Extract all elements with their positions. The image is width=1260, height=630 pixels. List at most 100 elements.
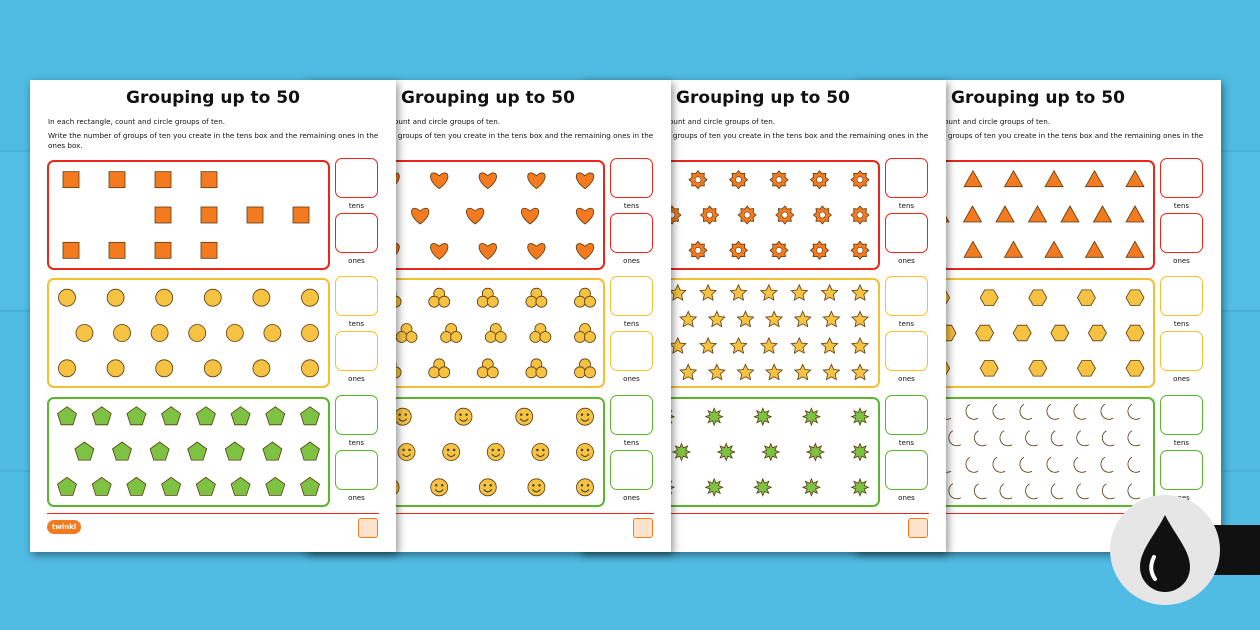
footer-rule <box>322 513 654 514</box>
worksheet-title: Grouping up to 50 <box>126 88 300 108</box>
tens-label: tens <box>1173 320 1190 328</box>
hexagon-shape <box>1050 324 1070 342</box>
burst-shape <box>753 477 773 497</box>
ones-answer-box[interactable] <box>1160 331 1203 371</box>
tens-answer-box[interactable] <box>335 158 378 198</box>
footer-badge-icon <box>908 518 928 538</box>
trefoil-shape <box>574 287 596 308</box>
worksheet-title: Grouping up to 50 <box>401 88 575 108</box>
star-shape <box>729 283 748 301</box>
ones-answer-box[interactable] <box>1160 450 1203 490</box>
tens-label: tens <box>898 320 915 328</box>
ones-answer-box[interactable] <box>335 450 378 490</box>
moon-shape <box>1073 403 1087 420</box>
burst-shape <box>805 442 826 462</box>
ones-answer-box[interactable] <box>885 331 928 371</box>
smiley-shape <box>478 478 497 497</box>
triangle-shape <box>1044 169 1064 188</box>
square-shape <box>62 241 80 259</box>
pentagon-shape <box>161 406 182 426</box>
hexagon-shape <box>1028 289 1048 306</box>
ones-answer-box[interactable] <box>335 213 378 253</box>
pentagon-shape <box>230 406 251 426</box>
tens-label: tens <box>623 202 640 210</box>
ones-label: ones <box>623 257 640 265</box>
burst-shape <box>801 407 821 427</box>
ones-answer-box[interactable] <box>1160 213 1203 253</box>
ones-answer-box[interactable] <box>885 213 928 253</box>
pentagon-shape <box>300 476 320 496</box>
circle-shape <box>263 324 282 342</box>
flower-shape <box>699 205 720 225</box>
moon-shape <box>1019 456 1033 473</box>
pentagon-shape <box>300 441 320 461</box>
flower-shape <box>737 205 757 225</box>
counting-panel <box>47 397 330 507</box>
circle-shape <box>225 324 244 342</box>
tens-answer-box[interactable] <box>885 276 928 316</box>
burst-shape <box>850 477 870 497</box>
moon-shape <box>1076 483 1090 500</box>
tens-answer-box[interactable] <box>885 158 928 198</box>
pentagon-shape <box>149 441 170 461</box>
tens-answer-box[interactable] <box>335 395 378 435</box>
tens-answer-box[interactable] <box>610 395 653 435</box>
circle-shape <box>155 288 174 307</box>
pentagon-shape <box>195 406 216 426</box>
moon-shape <box>1025 483 1038 500</box>
circle-shape <box>106 288 125 307</box>
circle-shape <box>252 288 271 307</box>
ones-answer-box[interactable] <box>335 331 378 371</box>
tens-answer-box[interactable] <box>610 158 653 198</box>
ones-answer-box[interactable] <box>610 450 653 490</box>
trefoil-shape <box>484 323 507 343</box>
tens-label: tens <box>623 320 640 328</box>
smiley-shape <box>576 443 594 461</box>
tens-answer-box[interactable] <box>885 395 928 435</box>
star-shape <box>790 336 809 354</box>
moon-shape <box>1127 456 1141 473</box>
star-shape <box>759 283 778 301</box>
star-shape <box>822 363 841 381</box>
flower-shape <box>809 170 830 190</box>
triangle-shape <box>1003 240 1024 258</box>
heart-shape <box>575 243 595 260</box>
moon-shape <box>1019 403 1033 420</box>
trefoil-shape <box>529 323 552 343</box>
star-shape <box>790 283 809 301</box>
star-shape <box>699 336 718 354</box>
counting-panel <box>47 278 330 388</box>
ones-answer-box[interactable] <box>610 213 653 253</box>
circle-shape <box>301 324 319 342</box>
star-shape <box>793 363 812 381</box>
ones-answer-box[interactable] <box>610 331 653 371</box>
square-shape <box>108 241 126 259</box>
pentagon-shape <box>57 406 77 426</box>
square-shape <box>246 206 264 224</box>
triangle-shape <box>1125 205 1145 223</box>
hexagon-shape <box>1028 360 1048 377</box>
pentagon-shape <box>187 441 208 461</box>
flower-shape <box>688 240 708 260</box>
tens-answer-box[interactable] <box>1160 158 1203 198</box>
pentagon-shape <box>262 441 283 461</box>
tens-answer-box[interactable] <box>335 276 378 316</box>
star-shape <box>822 310 841 328</box>
moon-shape <box>948 483 962 500</box>
hexagon-shape <box>975 324 995 342</box>
tens-answer-box[interactable] <box>1160 395 1203 435</box>
ones-label: ones <box>348 257 365 265</box>
tens-answer-box[interactable] <box>610 276 653 316</box>
tens-answer-box[interactable] <box>1160 276 1203 316</box>
ones-answer-box[interactable] <box>885 450 928 490</box>
trefoil-shape <box>476 358 499 379</box>
circle-shape <box>75 324 94 342</box>
flower-shape <box>728 240 749 260</box>
pentagon-shape <box>224 441 245 461</box>
trefoil-shape <box>476 287 499 308</box>
pentagon-shape <box>265 406 286 426</box>
hexagon-shape <box>1076 360 1096 377</box>
burst-shape <box>753 407 773 427</box>
star-shape <box>736 363 755 381</box>
burst-shape <box>671 442 692 462</box>
